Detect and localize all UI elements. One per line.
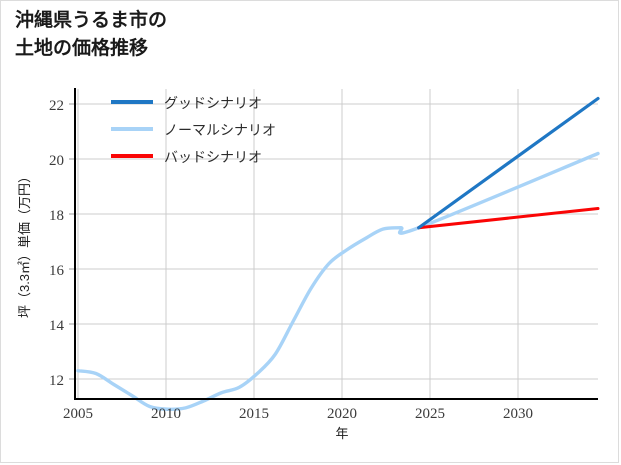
x-tick-2010: 2010 [151,406,181,422]
series-line-normal [76,151,600,412]
x-axis-title: 年 [335,426,348,441]
legend-item-bad[interactable]: バッドシナリオ [111,151,262,166]
x-tick-2015: 2015 [239,406,269,422]
page-title: 沖縄県うるま市の 土地の価格推移 [15,10,168,59]
y-tick-14: 14 [49,318,65,334]
x-tick-2025: 2025 [415,406,445,422]
y-tick-16: 16 [49,263,65,279]
x-tick-2020: 2020 [327,406,357,422]
y-tick-labels: 22 20 18 16 14 12 [49,98,65,389]
y-gridlines [74,103,598,380]
y-tickmarks [69,103,74,380]
y-tick-18: 18 [49,208,64,224]
legend-label-good: グッドシナリオ [164,96,262,112]
legend-item-normal[interactable]: ノーマルシナリオ [111,124,276,139]
x-tick-2030: 2030 [503,406,533,422]
chart-legend: グッドシナリオ ノーマルシナリオ バッドシナリオ [111,96,276,166]
series-line-bad [417,207,600,230]
plot-background [74,89,598,399]
x-tick-labels: 2005 2010 2015 2020 2025 2030 [63,406,533,422]
data-series-layer [76,96,600,412]
legend-label-bad: バッドシナリオ [164,151,262,166]
x-tick-2005: 2005 [63,406,93,422]
y-tick-12: 12 [49,373,64,389]
legend-item-good[interactable]: グッドシナリオ [111,96,262,112]
x-gridlines [77,89,519,399]
y-tick-20: 20 [49,153,64,169]
legend-label-normal: ノーマルシナリオ [164,124,276,139]
y-axis-title: 坪（3.3㎡）単価（万円） [17,170,32,318]
y-tick-22: 22 [49,98,64,114]
series-line-good [417,96,600,230]
